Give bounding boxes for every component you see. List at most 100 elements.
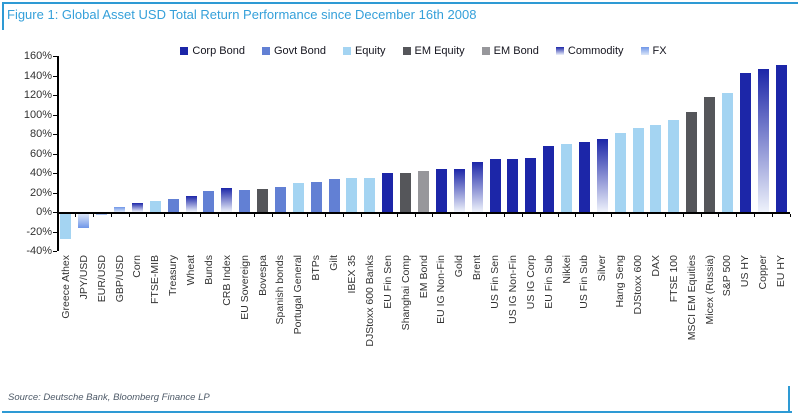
x-axis-tick (772, 213, 774, 217)
legend-label: Govt Bond (273, 45, 326, 57)
y-axis-tick (53, 173, 57, 174)
legend-swatch-icon (555, 47, 564, 55)
x-axis-tick (486, 213, 488, 217)
x-axis-tick (74, 213, 76, 217)
y-axis-tick (53, 114, 57, 116)
x-axis-label: JPY/USD (77, 255, 90, 300)
chart-bar (739, 72, 751, 212)
x-axis-label: Micex (Russia) (703, 255, 716, 325)
chart-bar (364, 177, 376, 212)
legend-swatch-icon (481, 47, 490, 55)
y-axis-tick (53, 231, 57, 233)
chart-bar (239, 189, 251, 212)
x-axis-label: EU Fin Sen (381, 255, 394, 309)
x-axis-label: Gold (453, 255, 466, 278)
chart-bar (96, 213, 108, 216)
chart-bar (382, 173, 394, 212)
chart-bar (632, 128, 644, 212)
y-axis-tick (53, 192, 57, 194)
chart-bar (328, 178, 340, 212)
legend-item: FX (640, 45, 667, 57)
x-axis-tick (646, 213, 648, 217)
legend-label: EM Bond (493, 45, 539, 57)
legend-item: EM Bond (481, 45, 539, 57)
x-axis-tick (253, 213, 255, 217)
x-axis-tick (182, 213, 184, 217)
x-axis-label: Corn (131, 255, 144, 278)
chart-bar (167, 199, 179, 212)
x-axis-label: Greece Athex (59, 255, 72, 319)
x-axis-tick (736, 213, 738, 217)
x-axis-label: EU Sovereign (238, 255, 251, 320)
x-axis-tick (110, 213, 112, 217)
x-axis-label: DAX (649, 255, 662, 277)
y-axis-tick (53, 251, 57, 252)
x-axis-label: Wheat (185, 255, 198, 286)
x-axis-label: US Fin Sen (489, 255, 501, 309)
chart-bar (346, 177, 358, 212)
y-axis-label: 100% (23, 108, 52, 121)
x-axis-tick (128, 213, 130, 217)
x-axis-tick (164, 213, 166, 217)
chart-bar (257, 188, 269, 212)
frame-line-right (788, 386, 790, 413)
x-axis-label: Gilt (328, 255, 341, 271)
chart-plot-area: 160% 140% 120% 100% 80% 60% 40% 20% 0% -20% -40% Gr… (23, 50, 791, 347)
frame-line-top (2, 2, 798, 4)
x-axis-label: Treasury (167, 255, 180, 297)
x-axis-tick (700, 213, 702, 217)
x-axis-label: IBEX 35 (345, 255, 358, 294)
x-axis-tick (575, 213, 577, 217)
chart-bar (453, 169, 465, 212)
y-axis-tick (53, 56, 57, 57)
chart-bar (525, 158, 537, 212)
x-axis-label: Portugal General (292, 255, 305, 335)
y-axis-tick (53, 134, 57, 135)
legend-item: Govt Bond (261, 45, 326, 57)
x-axis-tick (217, 213, 219, 217)
y-axis-label: 160% (23, 50, 52, 62)
x-axis-label: DJStoxx 600 Banks (363, 255, 376, 347)
chart-bar (614, 133, 626, 212)
chart-bar (203, 190, 215, 212)
x-axis-tick (450, 213, 452, 217)
x-axis-tick (718, 213, 720, 217)
x-axis-tick (307, 213, 309, 217)
x-axis-label: Hang Seng (614, 255, 627, 308)
x-axis-tick (325, 213, 327, 217)
x-axis-label: US IG Non-Fin (506, 255, 519, 324)
legend-label: EM Equity (414, 45, 465, 57)
chart-bar (185, 196, 197, 212)
y-axis-tick (53, 212, 57, 213)
chart-bar (131, 203, 143, 212)
x-axis-label: DJStoxx 600 (632, 255, 645, 315)
x-axis-tick (593, 213, 595, 217)
x-axis-tick (611, 213, 613, 217)
chart-legend: Corp Bond Govt Bond Equity EM Equity EM Bond… (57, 45, 790, 57)
x-axis-tick (200, 213, 202, 217)
x-axis-tick (557, 213, 559, 217)
legend-item: Corp Bond (180, 45, 245, 57)
x-axis-label: Silver (596, 255, 609, 282)
y-axis-label: 80% (29, 128, 52, 140)
chart-bar (400, 173, 412, 212)
frame-line-bottom (2, 411, 792, 413)
x-axis-tick (343, 213, 345, 217)
y-axis-label: 0% (36, 206, 52, 218)
x-axis-tick (289, 213, 291, 217)
chart-bar (292, 182, 304, 212)
chart-bar (578, 141, 590, 212)
frame-line-left (2, 2, 4, 30)
chart-bar (471, 162, 483, 212)
x-axis-label: FTSE-MIB (149, 255, 162, 304)
legend-swatch-icon (261, 47, 270, 55)
y-axis-tick (53, 153, 57, 155)
x-axis-label: Bovespa (256, 255, 269, 296)
chart-bar (435, 169, 447, 212)
x-axis-label: EUR/USD (95, 255, 108, 303)
chart-bar (668, 120, 680, 212)
chart-bar (596, 138, 608, 212)
x-axis-tick (414, 213, 416, 217)
x-axis-tick (468, 213, 470, 217)
